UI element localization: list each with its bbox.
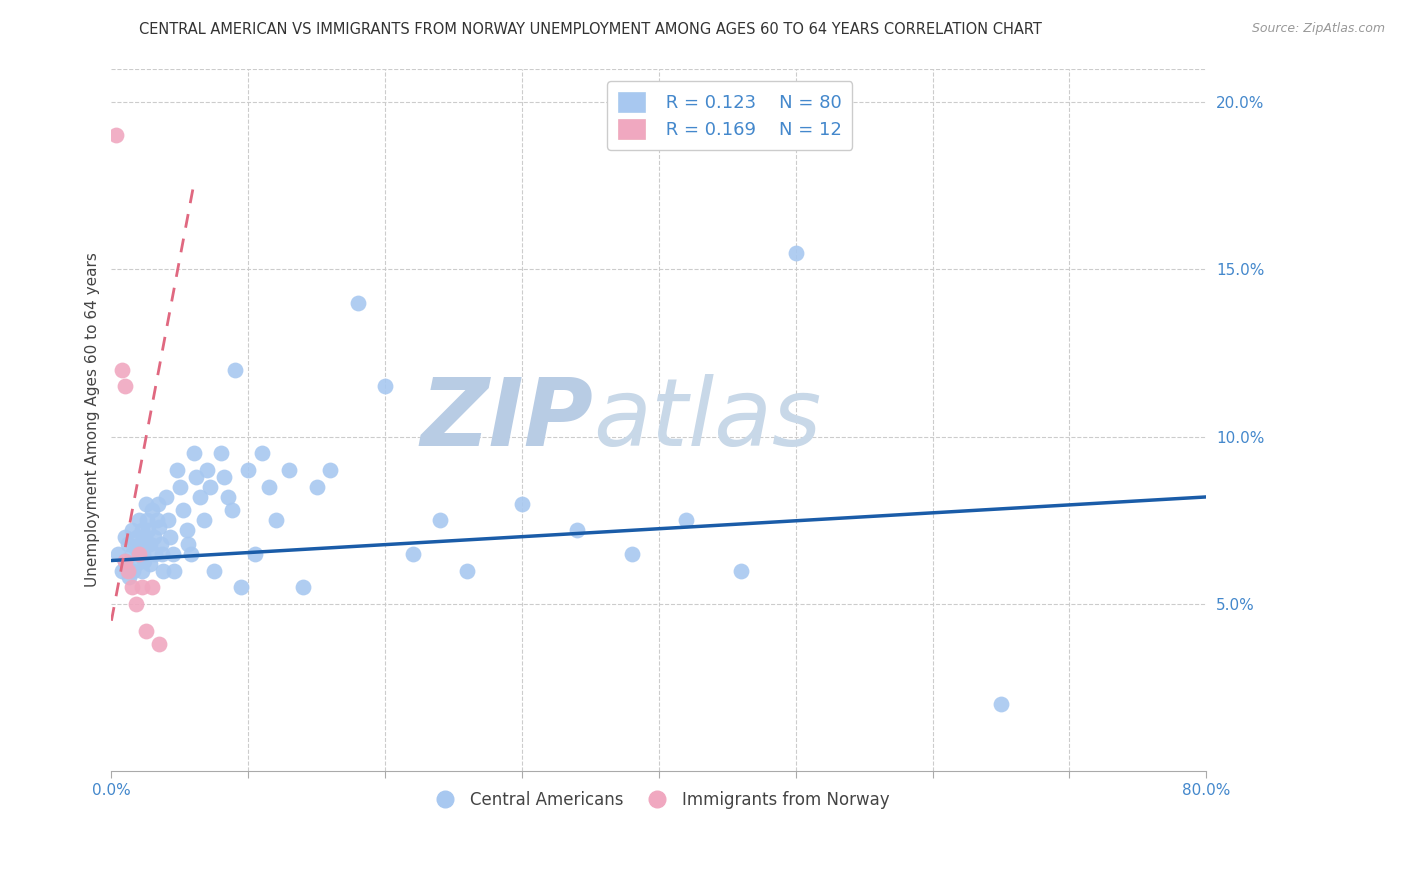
Point [138, 557, 160, 571]
Point [148, 520, 170, 534]
Point [125, 597, 148, 611]
Point [176, 524, 198, 538]
Legend: Central Americans, Immigrants from Norway: Central Americans, Immigrants from Norwa… [422, 784, 896, 816]
Point [510, 497, 533, 511]
Point [346, 295, 368, 310]
Point [565, 524, 588, 538]
Point [128, 513, 150, 527]
Point [135, 624, 157, 638]
Point [141, 503, 163, 517]
Point [121, 580, 143, 594]
Point [114, 553, 136, 567]
Point [221, 503, 243, 517]
Point [198, 480, 221, 494]
Point [148, 637, 170, 651]
Point [217, 490, 239, 504]
Point [121, 547, 143, 561]
Point [114, 379, 136, 393]
Point [152, 564, 174, 578]
Point [114, 530, 136, 544]
Point [143, 547, 166, 561]
Point [150, 547, 173, 561]
Point [785, 245, 807, 260]
Point [224, 363, 246, 377]
Point [107, 547, 129, 561]
Point [131, 524, 153, 538]
Point [730, 564, 752, 578]
Point [132, 547, 155, 561]
Point [117, 564, 139, 578]
Point [128, 547, 150, 561]
Point [124, 540, 146, 554]
Point [319, 463, 342, 477]
Point [169, 480, 191, 494]
Point [172, 503, 194, 517]
Point [156, 513, 179, 527]
Point [186, 470, 208, 484]
Point [620, 547, 643, 561]
Point [292, 580, 315, 594]
Point [145, 513, 167, 527]
Point [131, 564, 153, 578]
Text: Source: ZipAtlas.com: Source: ZipAtlas.com [1251, 22, 1385, 36]
Point [183, 446, 205, 460]
Point [135, 537, 157, 551]
Point [121, 524, 143, 538]
Point [163, 564, 186, 578]
Point [250, 446, 273, 460]
Point [127, 530, 149, 544]
Point [132, 530, 155, 544]
Point [278, 463, 301, 477]
Point [128, 547, 150, 561]
Text: ZIP: ZIP [420, 374, 593, 466]
Y-axis label: Unemployment Among Ages 60 to 64 years: Unemployment Among Ages 60 to 64 years [86, 252, 100, 588]
Point [111, 564, 134, 578]
Point [125, 557, 148, 571]
Point [202, 564, 225, 578]
Point [131, 580, 153, 594]
Point [159, 530, 181, 544]
Point [429, 513, 451, 527]
Point [122, 564, 145, 578]
Text: atlas: atlas [593, 375, 821, 466]
Point [118, 570, 141, 584]
Point [990, 698, 1012, 712]
Point [166, 463, 188, 477]
Point [374, 379, 396, 393]
Point [117, 537, 139, 551]
Point [111, 363, 134, 377]
Point [177, 537, 200, 551]
Point [180, 547, 202, 561]
Point [135, 497, 157, 511]
Point [231, 580, 253, 594]
Point [401, 547, 423, 561]
Point [305, 480, 328, 494]
Point [149, 537, 172, 551]
Point [264, 513, 287, 527]
Point [104, 128, 127, 143]
Point [142, 530, 165, 544]
Point [134, 553, 156, 567]
Point [136, 513, 159, 527]
Point [675, 513, 697, 527]
Point [162, 547, 184, 561]
Point [456, 564, 478, 578]
Point [257, 480, 280, 494]
Point [138, 524, 160, 538]
Point [146, 497, 169, 511]
Point [193, 513, 215, 527]
Point [155, 490, 177, 504]
Point [141, 580, 163, 594]
Point [114, 553, 136, 567]
Point [138, 537, 160, 551]
Point [212, 470, 235, 484]
Point [195, 463, 218, 477]
Point [243, 547, 266, 561]
Point [190, 490, 212, 504]
Point [209, 446, 232, 460]
Point [238, 463, 260, 477]
Point [129, 537, 152, 551]
Text: CENTRAL AMERICAN VS IMMIGRANTS FROM NORWAY UNEMPLOYMENT AMONG AGES 60 TO 64 YEAR: CENTRAL AMERICAN VS IMMIGRANTS FROM NORW… [139, 22, 1042, 37]
